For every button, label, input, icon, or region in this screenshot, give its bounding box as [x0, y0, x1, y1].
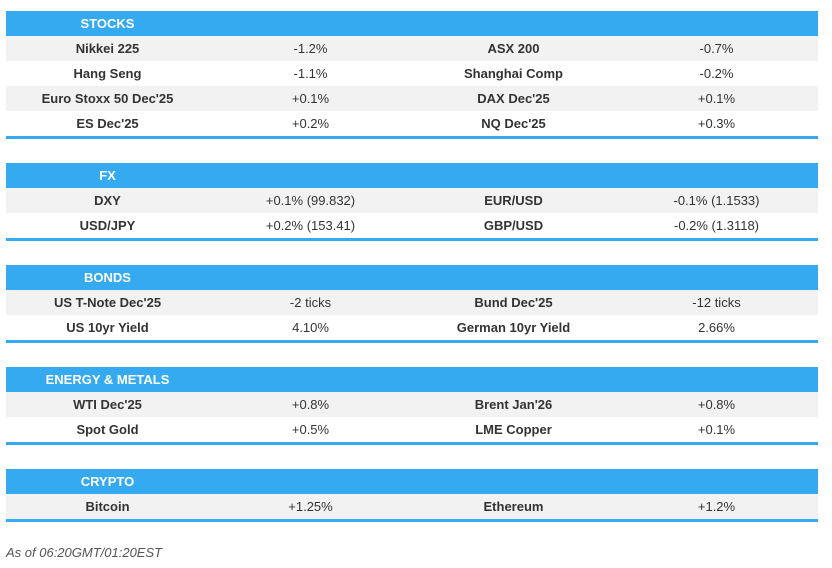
- section-header: ENERGY & METALS: [6, 367, 818, 392]
- table-row: Hang Seng -1.1% Shanghai Comp -0.2%: [6, 61, 818, 86]
- instrument-change: -2 ticks: [289, 295, 332, 310]
- instrument-name: Euro Stoxx 50 Dec'25: [41, 91, 174, 106]
- instrument-name: GBP/USD: [483, 218, 544, 233]
- section-stocks: STOCKS Nikkei 225 -1.2% ASX 200 -0.7% Hang Se…: [6, 11, 818, 139]
- instrument-change: +0.3%: [697, 116, 736, 131]
- section-crypto: CRYPTO Bitcoin +1.25% Ethereum +1.2%: [6, 469, 818, 522]
- instrument-name: Bitcoin: [85, 499, 130, 514]
- instrument-name: German 10yr Yield: [456, 320, 571, 335]
- instrument-change: +0.2% (153.41): [265, 218, 356, 233]
- section-fx: FX DXY +0.1% (99.832) EUR/USD -0.1% (1.1533)…: [6, 163, 818, 241]
- instrument-name: US T-Note Dec'25: [53, 295, 162, 310]
- instrument-change: -1.1%: [293, 66, 328, 81]
- instrument-change: +0.2%: [291, 116, 330, 131]
- section-title: STOCKS: [80, 16, 135, 31]
- instrument-change: +0.1%: [697, 422, 736, 437]
- instrument-name: Hang Seng: [73, 66, 142, 81]
- instrument-change: +1.25%: [288, 499, 333, 514]
- instrument-name: DXY: [94, 193, 121, 208]
- instrument-name: USD/JPY: [79, 218, 136, 233]
- instrument-name: NQ Dec'25: [481, 116, 546, 131]
- table-row: USD/JPY +0.2% (153.41) GBP/USD -0.2% (1.311…: [6, 213, 818, 238]
- instrument-name: WTI Dec'25: [73, 397, 142, 412]
- instrument-name: Nikkei 225: [75, 41, 140, 56]
- timestamp-note: As of 06:20GMT/01:20EST: [6, 545, 163, 560]
- instrument-change: -1.2%: [293, 41, 328, 56]
- table-row: US 10yr Yield 4.10% German 10yr Yield 2.66%: [6, 315, 818, 340]
- instrument-name: Bund Dec'25: [474, 295, 553, 310]
- section-title: FX: [99, 168, 116, 183]
- instrument-change: -0.7%: [699, 41, 734, 56]
- section-header: STOCKS: [6, 11, 818, 36]
- section-header: BONDS: [6, 265, 818, 290]
- instrument-name: Spot Gold: [76, 422, 139, 437]
- instrument-name: Shanghai Comp: [464, 66, 563, 81]
- section-title: BONDS: [84, 270, 131, 285]
- instrument-name: EUR/USD: [484, 193, 543, 208]
- section-energy-metals: ENERGY & METALS WTI Dec'25 +0.8% Brent Jan'…: [6, 367, 818, 445]
- instrument-change: +0.1%: [291, 91, 330, 106]
- section-header: CRYPTO: [6, 469, 818, 494]
- instrument-change: -0.2%: [699, 66, 734, 81]
- section-title: ENERGY & METALS: [45, 372, 170, 387]
- table-row: Bitcoin +1.25% Ethereum +1.2%: [6, 494, 818, 519]
- instrument-change: 2.66%: [698, 320, 735, 335]
- instrument-name: Ethereum: [483, 499, 544, 514]
- instrument-name: ES Dec'25: [76, 116, 139, 131]
- table-row: Nikkei 225 -1.2% ASX 200 -0.7%: [6, 36, 818, 61]
- instrument-name: ASX 200: [487, 41, 540, 56]
- instrument-change: -12 ticks: [692, 295, 741, 310]
- instrument-change: -0.1% (1.1533): [673, 193, 760, 208]
- table-row: ES Dec'25 +0.2% NQ Dec'25 +0.3%: [6, 111, 818, 136]
- table-row: WTI Dec'25 +0.8% Brent Jan'26 +0.8%: [6, 392, 818, 417]
- instrument-change: 4.10%: [292, 320, 329, 335]
- instrument-change: +1.2%: [697, 499, 736, 514]
- instrument-name: Brent Jan'26: [474, 397, 553, 412]
- table-row: US T-Note Dec'25 -2 ticks Bund Dec'25 -12 t…: [6, 290, 818, 315]
- instrument-change: +0.8%: [697, 397, 736, 412]
- table-row: DXY +0.1% (99.832) EUR/USD -0.1% (1.1533): [6, 188, 818, 213]
- instrument-name: LME Copper: [475, 422, 552, 437]
- instrument-change: -0.2% (1.3118): [673, 218, 760, 233]
- instrument-change: +0.1%: [697, 91, 736, 106]
- instrument-change: +0.5%: [291, 422, 330, 437]
- section-bonds: BONDS US T-Note Dec'25 -2 ticks Bund Dec'25…: [6, 265, 818, 343]
- instrument-change: +0.8%: [291, 397, 330, 412]
- table-row: Euro Stoxx 50 Dec'25 +0.1% DAX Dec'25 +0.1%: [6, 86, 818, 111]
- table-row: Spot Gold +0.5% LME Copper +0.1%: [6, 417, 818, 442]
- instrument-name: DAX Dec'25: [477, 91, 550, 106]
- instrument-name: US 10yr Yield: [66, 320, 149, 335]
- section-title: CRYPTO: [80, 474, 135, 489]
- section-header: FX: [6, 163, 818, 188]
- instrument-change: +0.1% (99.832): [265, 193, 356, 208]
